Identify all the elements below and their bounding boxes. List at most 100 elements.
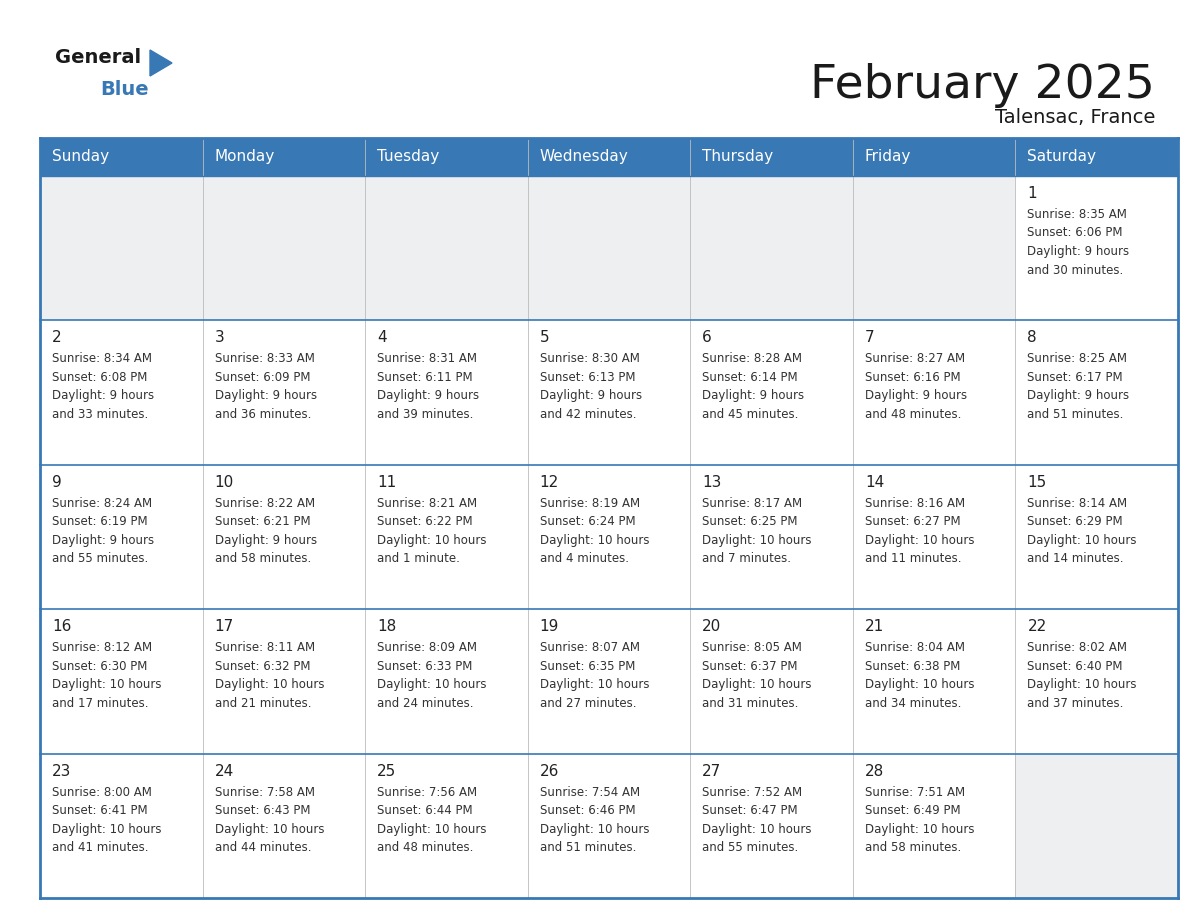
Bar <box>527 754 690 898</box>
Text: General: General <box>55 48 141 67</box>
Bar <box>1016 176 1178 320</box>
Text: and 24 minutes.: and 24 minutes. <box>377 697 474 710</box>
Text: 28: 28 <box>865 764 884 778</box>
Text: Daylight: 10 hours: Daylight: 10 hours <box>215 823 324 835</box>
Text: and 58 minutes.: and 58 minutes. <box>865 841 961 854</box>
Text: and 14 minutes.: and 14 minutes. <box>1028 553 1124 565</box>
Text: Daylight: 10 hours: Daylight: 10 hours <box>865 823 974 835</box>
Text: Sunset: 6:06 PM: Sunset: 6:06 PM <box>1028 227 1123 240</box>
Text: Daylight: 10 hours: Daylight: 10 hours <box>539 678 649 691</box>
Text: 1: 1 <box>1028 186 1037 201</box>
Text: Sunrise: 7:51 AM: Sunrise: 7:51 AM <box>865 786 965 799</box>
Bar <box>853 176 1016 320</box>
Bar <box>853 754 1016 898</box>
Text: 25: 25 <box>377 764 397 778</box>
Bar <box>853 610 1016 754</box>
Text: and 45 minutes.: and 45 minutes. <box>702 408 798 420</box>
Text: Sunset: 6:40 PM: Sunset: 6:40 PM <box>1028 660 1123 673</box>
Text: Sunset: 6:32 PM: Sunset: 6:32 PM <box>215 660 310 673</box>
Text: Blue: Blue <box>100 80 148 99</box>
Bar <box>853 320 1016 465</box>
Text: 2: 2 <box>52 330 62 345</box>
Text: Sunrise: 8:14 AM: Sunrise: 8:14 AM <box>1028 497 1127 509</box>
Text: and 48 minutes.: and 48 minutes. <box>377 841 474 854</box>
Text: Sunset: 6:46 PM: Sunset: 6:46 PM <box>539 804 636 817</box>
Text: Sunrise: 8:19 AM: Sunrise: 8:19 AM <box>539 497 640 509</box>
Text: 21: 21 <box>865 620 884 634</box>
Text: Sunrise: 8:27 AM: Sunrise: 8:27 AM <box>865 353 965 365</box>
Text: Daylight: 9 hours: Daylight: 9 hours <box>215 389 317 402</box>
Bar <box>1016 465 1178 610</box>
Text: Sunrise: 7:56 AM: Sunrise: 7:56 AM <box>377 786 478 799</box>
Bar <box>690 176 853 320</box>
Text: Sunrise: 8:35 AM: Sunrise: 8:35 AM <box>1028 208 1127 221</box>
Text: Sunset: 6:24 PM: Sunset: 6:24 PM <box>539 515 636 528</box>
Text: 4: 4 <box>377 330 387 345</box>
Text: and 48 minutes.: and 48 minutes. <box>865 408 961 420</box>
Text: 9: 9 <box>52 475 62 490</box>
Text: and 41 minutes.: and 41 minutes. <box>52 841 148 854</box>
Text: Sunset: 6:19 PM: Sunset: 6:19 PM <box>52 515 147 528</box>
Text: Sunrise: 8:02 AM: Sunrise: 8:02 AM <box>1028 641 1127 655</box>
Text: Sunset: 6:37 PM: Sunset: 6:37 PM <box>702 660 798 673</box>
Text: and 27 minutes.: and 27 minutes. <box>539 697 637 710</box>
Text: Sunrise: 8:34 AM: Sunrise: 8:34 AM <box>52 353 152 365</box>
Bar <box>40 754 203 898</box>
Bar <box>527 465 690 610</box>
Bar <box>365 754 527 898</box>
Text: Daylight: 10 hours: Daylight: 10 hours <box>539 823 649 835</box>
Text: and 42 minutes.: and 42 minutes. <box>539 408 637 420</box>
Text: Sunset: 6:14 PM: Sunset: 6:14 PM <box>702 371 798 384</box>
Text: Sunset: 6:41 PM: Sunset: 6:41 PM <box>52 804 147 817</box>
Bar <box>203 610 365 754</box>
Text: Sunrise: 8:04 AM: Sunrise: 8:04 AM <box>865 641 965 655</box>
Text: Sunset: 6:30 PM: Sunset: 6:30 PM <box>52 660 147 673</box>
Bar <box>527 610 690 754</box>
Text: Sunset: 6:08 PM: Sunset: 6:08 PM <box>52 371 147 384</box>
Bar <box>40 138 1178 176</box>
Bar <box>527 320 690 465</box>
Text: Sunset: 6:09 PM: Sunset: 6:09 PM <box>215 371 310 384</box>
Text: 26: 26 <box>539 764 560 778</box>
Text: Thursday: Thursday <box>702 150 773 164</box>
Text: Friday: Friday <box>865 150 911 164</box>
Text: and 44 minutes.: and 44 minutes. <box>215 841 311 854</box>
Text: 14: 14 <box>865 475 884 490</box>
Text: 3: 3 <box>215 330 225 345</box>
Text: and 33 minutes.: and 33 minutes. <box>52 408 148 420</box>
Text: Daylight: 10 hours: Daylight: 10 hours <box>52 678 162 691</box>
Bar <box>203 320 365 465</box>
Text: Talensac, France: Talensac, France <box>994 108 1155 127</box>
Bar <box>40 320 203 465</box>
Text: 8: 8 <box>1028 330 1037 345</box>
Bar <box>365 320 527 465</box>
Bar <box>690 754 853 898</box>
Text: Daylight: 9 hours: Daylight: 9 hours <box>52 389 154 402</box>
Bar <box>690 465 853 610</box>
Text: and 7 minutes.: and 7 minutes. <box>702 553 791 565</box>
Text: Wednesday: Wednesday <box>539 150 628 164</box>
Text: Sunrise: 8:12 AM: Sunrise: 8:12 AM <box>52 641 152 655</box>
Text: Sunset: 6:16 PM: Sunset: 6:16 PM <box>865 371 960 384</box>
Text: and 4 minutes.: and 4 minutes. <box>539 553 628 565</box>
Text: and 1 minute.: and 1 minute. <box>377 553 460 565</box>
Bar <box>1016 610 1178 754</box>
Text: Sunset: 6:33 PM: Sunset: 6:33 PM <box>377 660 473 673</box>
Text: Daylight: 10 hours: Daylight: 10 hours <box>377 533 487 547</box>
Text: February 2025: February 2025 <box>810 63 1155 108</box>
Text: 5: 5 <box>539 330 549 345</box>
Text: Daylight: 10 hours: Daylight: 10 hours <box>215 678 324 691</box>
Text: and 17 minutes.: and 17 minutes. <box>52 697 148 710</box>
Text: Daylight: 10 hours: Daylight: 10 hours <box>865 678 974 691</box>
Text: Sunrise: 8:28 AM: Sunrise: 8:28 AM <box>702 353 802 365</box>
Text: Daylight: 9 hours: Daylight: 9 hours <box>865 389 967 402</box>
Text: Sunset: 6:13 PM: Sunset: 6:13 PM <box>539 371 636 384</box>
Text: Sunset: 6:43 PM: Sunset: 6:43 PM <box>215 804 310 817</box>
Text: Sunrise: 7:52 AM: Sunrise: 7:52 AM <box>702 786 802 799</box>
Text: 19: 19 <box>539 620 560 634</box>
Text: and 39 minutes.: and 39 minutes. <box>377 408 474 420</box>
Text: Sunrise: 8:30 AM: Sunrise: 8:30 AM <box>539 353 639 365</box>
Text: Tuesday: Tuesday <box>377 150 440 164</box>
Text: Sunset: 6:25 PM: Sunset: 6:25 PM <box>702 515 798 528</box>
Text: Daylight: 9 hours: Daylight: 9 hours <box>1028 245 1130 258</box>
